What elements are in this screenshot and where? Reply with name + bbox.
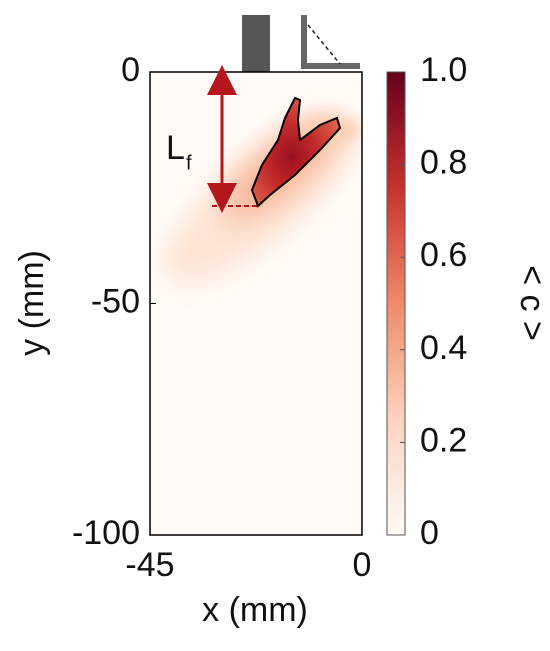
colorbar-label: < c > [513, 265, 550, 341]
nozzle-dash [307, 24, 341, 65]
y-tick-label: -100 [72, 514, 140, 552]
annotation: L [166, 129, 185, 167]
y-axis-label: y (mm) [13, 250, 51, 356]
colorbar-tick-label: 0.4 [420, 329, 467, 367]
colorbar-tick-label: 0.8 [420, 144, 467, 182]
x-tick-label: -45 [125, 546, 174, 584]
colorbar-tick-label: 0 [420, 514, 439, 552]
colorbar-tick-label: 1.0 [420, 51, 467, 89]
x-tick-label: 0 [353, 546, 372, 584]
nozzle [242, 15, 270, 72]
field [150, 72, 362, 535]
y-tick-label: 0 [121, 51, 140, 89]
colorbar-tick-label: 0.6 [420, 236, 467, 274]
colorbar-tick-label: 0.2 [420, 421, 467, 459]
annotation-sub: f [186, 152, 192, 174]
colorbar [386, 71, 406, 536]
y-tick-label: -50 [91, 282, 140, 320]
nozzle-box [301, 15, 360, 69]
x-axis-label: x (mm) [202, 591, 308, 629]
